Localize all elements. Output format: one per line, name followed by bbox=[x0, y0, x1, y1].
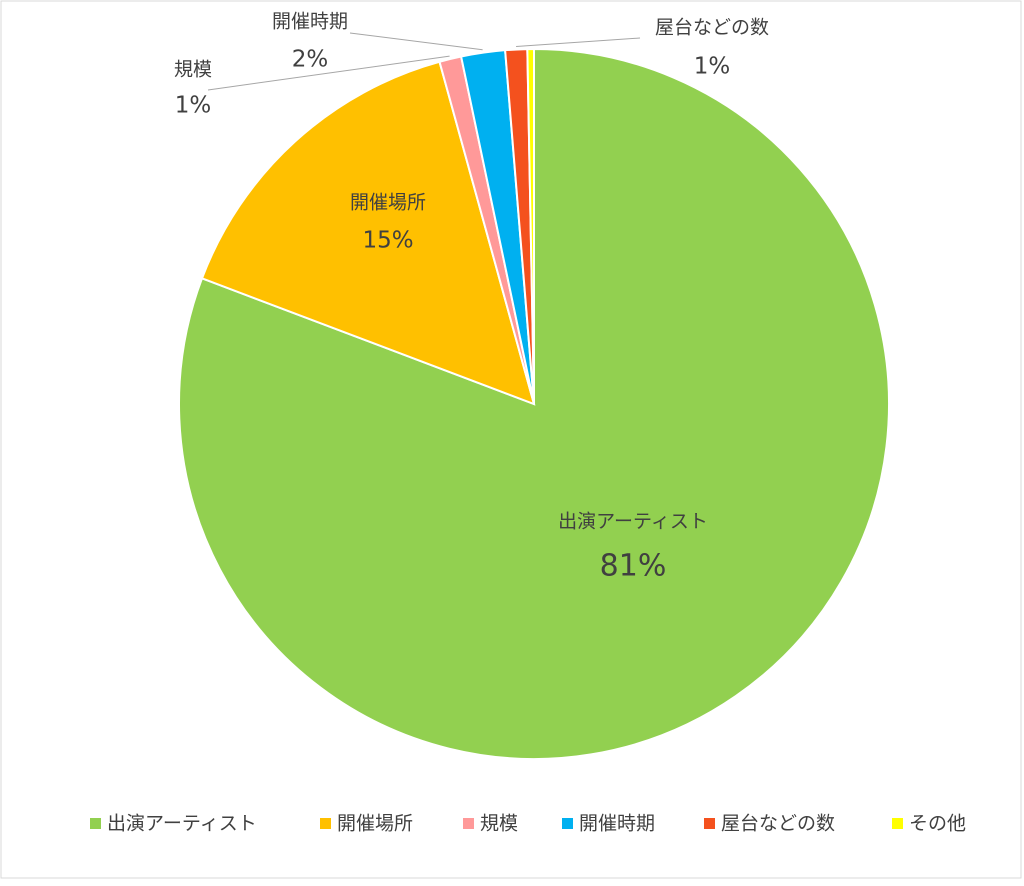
legend-label: 出演アーティスト bbox=[107, 813, 257, 835]
legend-label: 開催時期 bbox=[579, 813, 655, 835]
data-label-value: 81% bbox=[600, 549, 667, 584]
legend-swatch bbox=[562, 818, 573, 829]
leader-line bbox=[207, 55, 450, 91]
legend-swatch bbox=[892, 818, 903, 829]
data-label-name: 開催場所 bbox=[350, 192, 426, 214]
data-label-name: 開催時期 bbox=[272, 11, 348, 33]
data-label-name: 規模 bbox=[174, 59, 212, 81]
leader-line bbox=[349, 32, 483, 51]
legend-swatch bbox=[704, 818, 715, 829]
legend-label: 屋台などの数 bbox=[721, 813, 835, 835]
data-label-name: 屋台などの数 bbox=[655, 17, 769, 39]
pie-slice bbox=[526, 47, 535, 405]
legend-label: 規模 bbox=[480, 813, 518, 835]
data-label-value: 15% bbox=[362, 228, 413, 254]
legend-swatch bbox=[320, 818, 331, 829]
legend-label: その他 bbox=[909, 813, 966, 835]
leader-line bbox=[516, 37, 641, 47]
data-label-value: 1% bbox=[175, 93, 212, 119]
legend-swatch bbox=[463, 818, 474, 829]
legend-label: 開催場所 bbox=[337, 813, 413, 835]
data-label-value: 2% bbox=[292, 47, 329, 73]
data-label-name: 出演アーティスト bbox=[558, 511, 708, 533]
legend-swatch bbox=[90, 818, 101, 829]
data-label-value: 1% bbox=[694, 54, 731, 80]
pie-slice bbox=[200, 60, 536, 406]
